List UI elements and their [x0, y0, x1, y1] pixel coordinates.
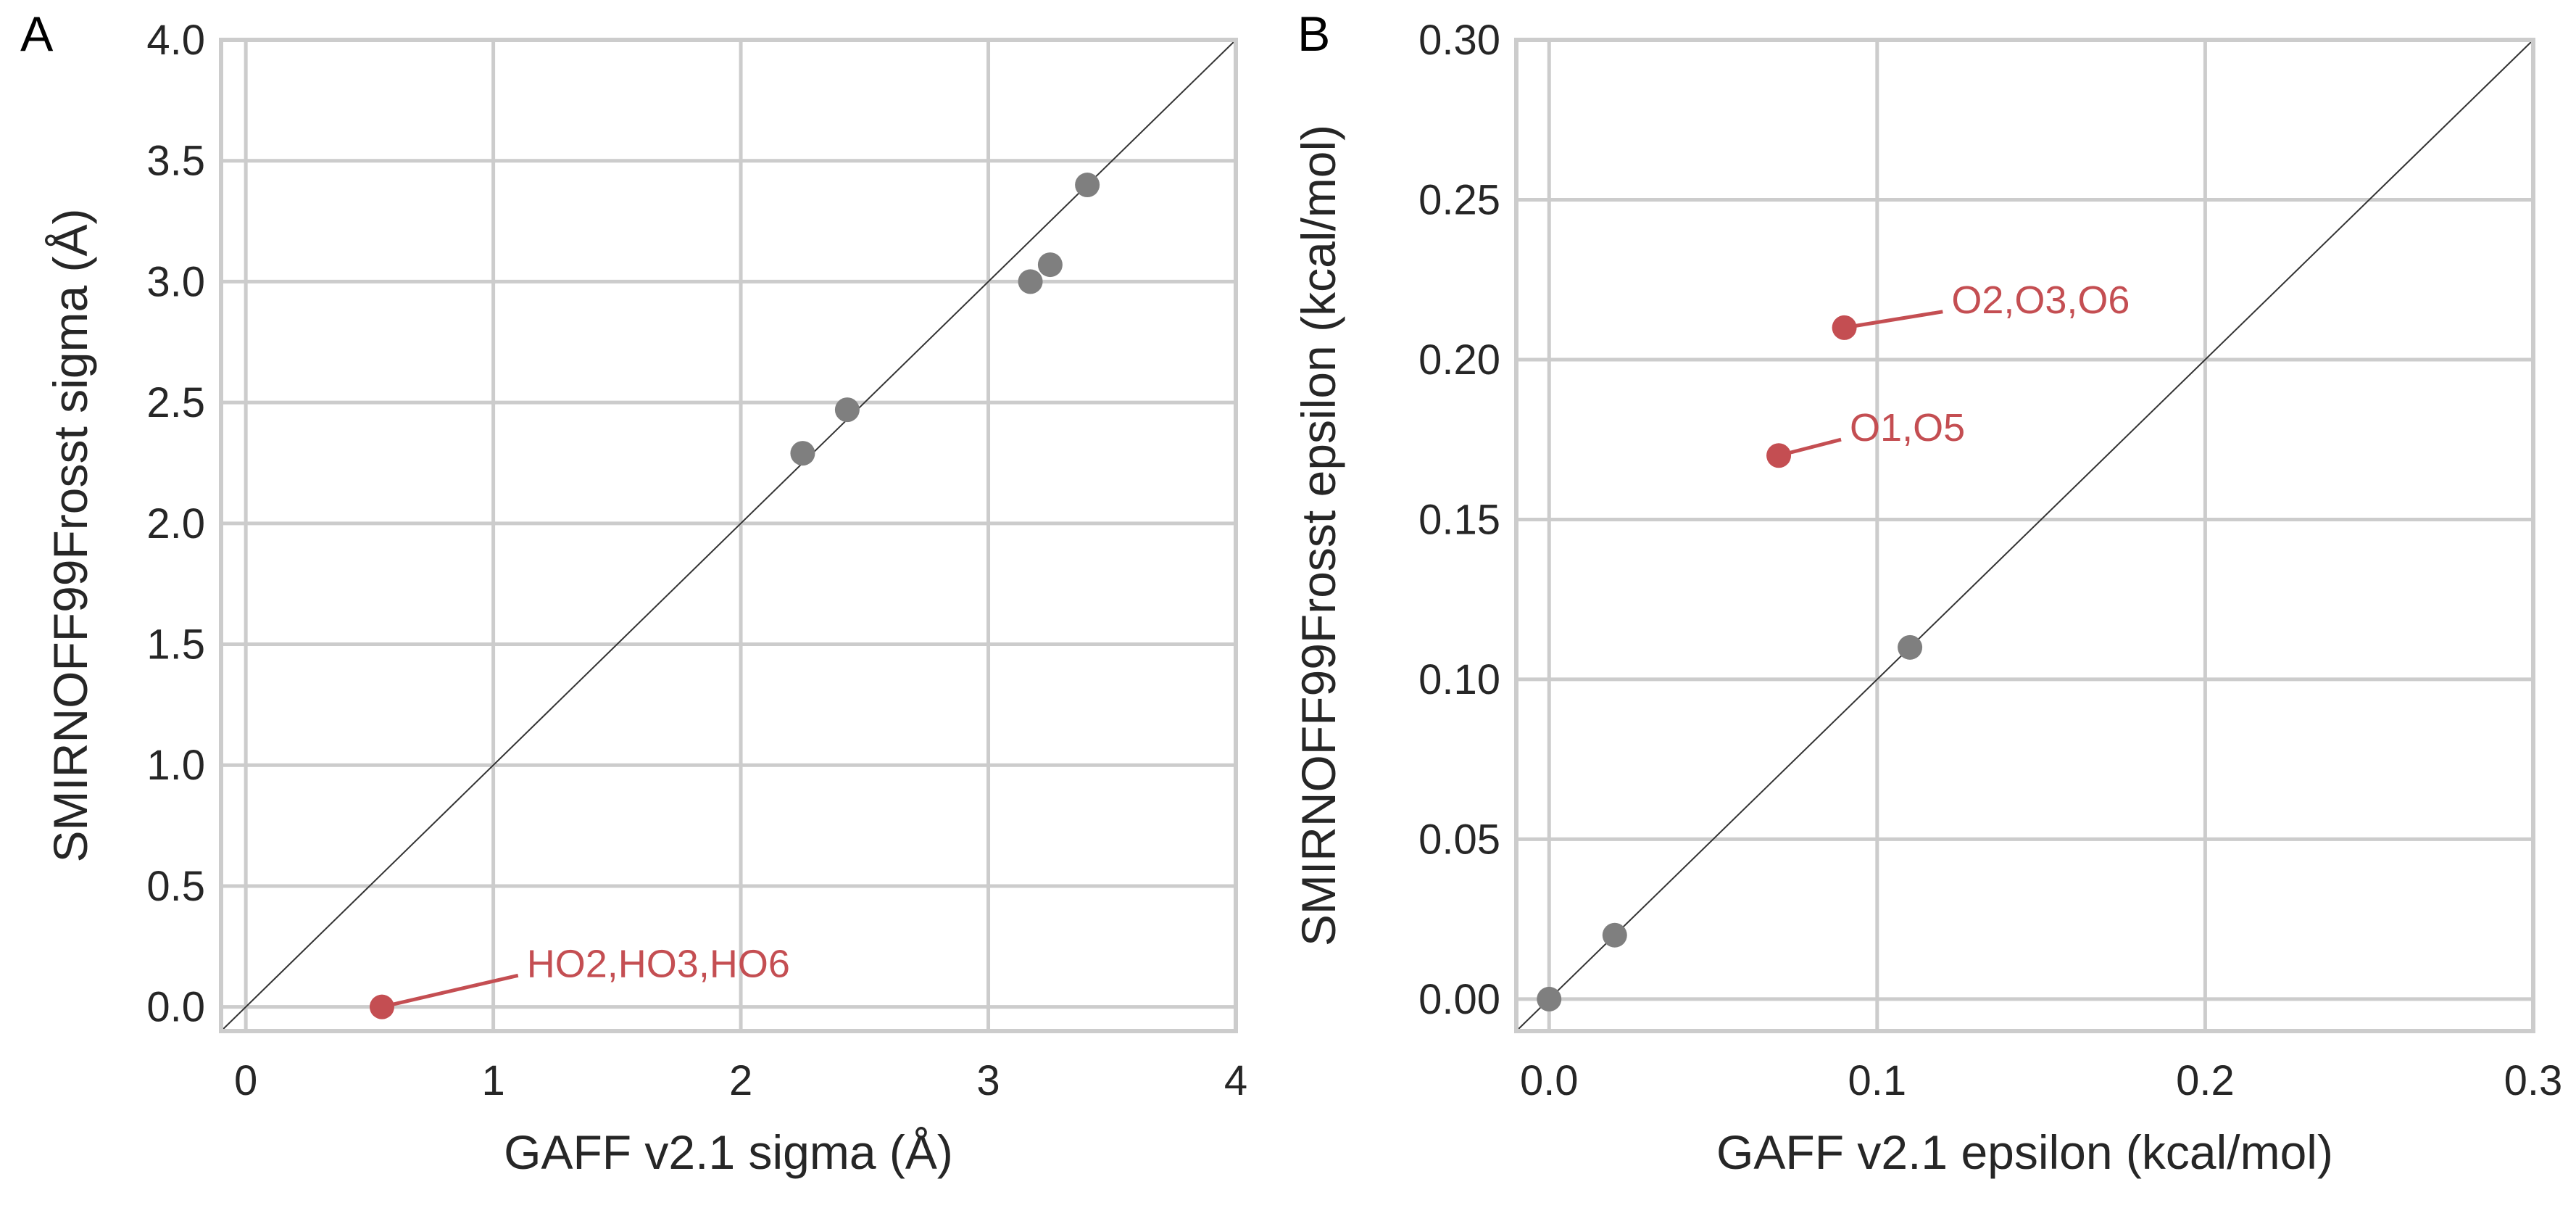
annotation-label: O1,O5 — [1850, 406, 1965, 450]
y-tick-label: 3.0 — [146, 258, 205, 305]
y-tick-label: 0.5 — [146, 863, 205, 910]
data-point — [790, 441, 815, 466]
x-axis-label: GAFF v2.1 epsilon (kcal/mol) — [1716, 1125, 2333, 1179]
x-tick-label: 0.3 — [2504, 1057, 2563, 1104]
y-tick-label: 1.0 — [146, 742, 205, 789]
x-tick-label: 2 — [729, 1057, 752, 1104]
panel-label: A — [20, 7, 54, 62]
y-axis-label: SMIRNOFF99Frosst sigma (Å) — [43, 208, 97, 862]
y-tick-label: 0.00 — [1418, 976, 1500, 1023]
y-tick-label: 4.0 — [146, 17, 205, 64]
panel-label: B — [1297, 7, 1330, 62]
x-tick-label: 0.2 — [2176, 1057, 2235, 1104]
annotation-label: O2,O3,O6 — [1951, 278, 2130, 322]
data-point — [834, 397, 860, 423]
x-tick-label: 0 — [234, 1057, 257, 1104]
data-point — [1602, 922, 1627, 948]
y-tick-label: 0.05 — [1418, 816, 1500, 863]
data-point — [1018, 269, 1043, 294]
y-tick-label: 0.10 — [1418, 656, 1500, 703]
data-point — [1898, 634, 1923, 660]
annotation-leader — [1844, 310, 1943, 330]
panel-b: 0.0 0.1 0.2 0.3 0.00 0.05 0.10 0.15 0.20 0.25 0.30… — [1292, 7, 2562, 1179]
x-axis-label: GAFF v2.1 sigma (Å) — [504, 1125, 953, 1179]
y-tick-label: 1.5 — [146, 621, 205, 669]
identity-line — [1516, 39, 2534, 1032]
x-tick-label: 0.1 — [1848, 1057, 1907, 1104]
data-point — [1075, 173, 1100, 198]
axes-frame — [1514, 38, 2535, 1033]
highlight-point — [369, 994, 394, 1019]
y-tick-label: 0.30 — [1418, 17, 1500, 64]
y-tick-label: 0.15 — [1418, 496, 1500, 543]
y-tick-label: 3.5 — [146, 138, 205, 185]
y-tick-label: 2.0 — [146, 500, 205, 547]
y-tick-label: 0.20 — [1418, 336, 1500, 384]
x-tick-label: 4 — [1224, 1057, 1247, 1104]
annotation-label: HO2,HO3,HO6 — [527, 942, 790, 985]
highlight-point — [1832, 315, 1857, 340]
y-tick-label: 0.25 — [1418, 176, 1500, 223]
data-point — [1037, 252, 1063, 278]
x-tick-label: 3 — [976, 1057, 1000, 1104]
y-tick-label: 0.0 — [146, 984, 205, 1031]
y-axis-label: SMIRNOFF99Frosst epsilon (kcal/mol) — [1292, 125, 1345, 946]
panel-a: 0 1 2 3 4 0.0 0.5 1.0 1.5 2.0 2.5 3.0 3.5 4.0 GAFF v2.… — [20, 7, 1247, 1179]
x-tick-label: 0.0 — [1520, 1057, 1579, 1104]
x-tick-label: 1 — [481, 1057, 504, 1104]
y-tick-label: 2.5 — [146, 379, 205, 426]
data-point — [1537, 986, 1562, 1012]
axes-frame — [219, 38, 1238, 1033]
highlight-point — [1766, 443, 1792, 468]
identity-line — [220, 39, 1237, 1032]
annotation-leader — [381, 973, 519, 1009]
